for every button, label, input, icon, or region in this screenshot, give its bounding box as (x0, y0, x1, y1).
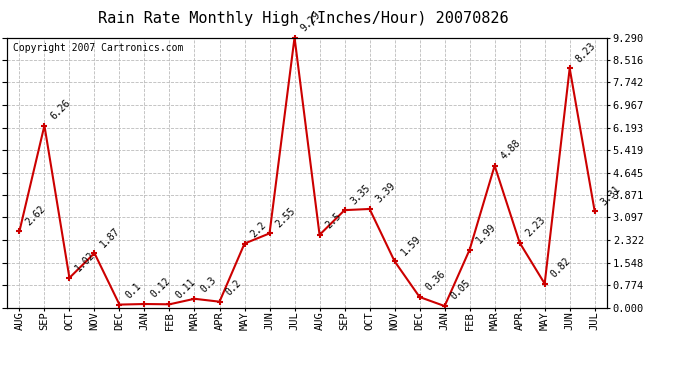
Text: 3.39: 3.39 (374, 181, 397, 205)
Text: 3.31: 3.31 (599, 183, 622, 207)
Text: 9.29: 9.29 (299, 10, 322, 33)
Text: 3.35: 3.35 (348, 182, 373, 206)
Text: 0.1: 0.1 (124, 281, 143, 300)
Text: 0.05: 0.05 (448, 278, 473, 302)
Text: 4.88: 4.88 (499, 138, 522, 162)
Text: 6.26: 6.26 (48, 98, 72, 122)
Text: Copyright 2007 Cartronics.com: Copyright 2007 Cartronics.com (13, 43, 184, 53)
Text: 1.87: 1.87 (99, 225, 122, 249)
Text: 0.2: 0.2 (224, 278, 243, 297)
Text: 2.23: 2.23 (524, 215, 547, 238)
Text: 2.62: 2.62 (23, 204, 47, 227)
Text: 1.59: 1.59 (399, 233, 422, 257)
Text: 1.02: 1.02 (74, 250, 97, 274)
Text: 0.3: 0.3 (199, 275, 218, 295)
Text: 2.55: 2.55 (274, 206, 297, 229)
Text: 1.99: 1.99 (474, 222, 497, 246)
Text: 0.82: 0.82 (549, 256, 573, 279)
Text: 0.36: 0.36 (424, 269, 447, 293)
Text: 0.12: 0.12 (148, 276, 172, 300)
Text: 0.11: 0.11 (174, 276, 197, 300)
Text: 2.5: 2.5 (324, 211, 343, 231)
Text: 8.23: 8.23 (574, 40, 598, 64)
Text: Rain Rate Monthly High (Inches/Hour) 20070826: Rain Rate Monthly High (Inches/Hour) 200… (98, 11, 509, 26)
Text: 2.2: 2.2 (248, 220, 268, 239)
